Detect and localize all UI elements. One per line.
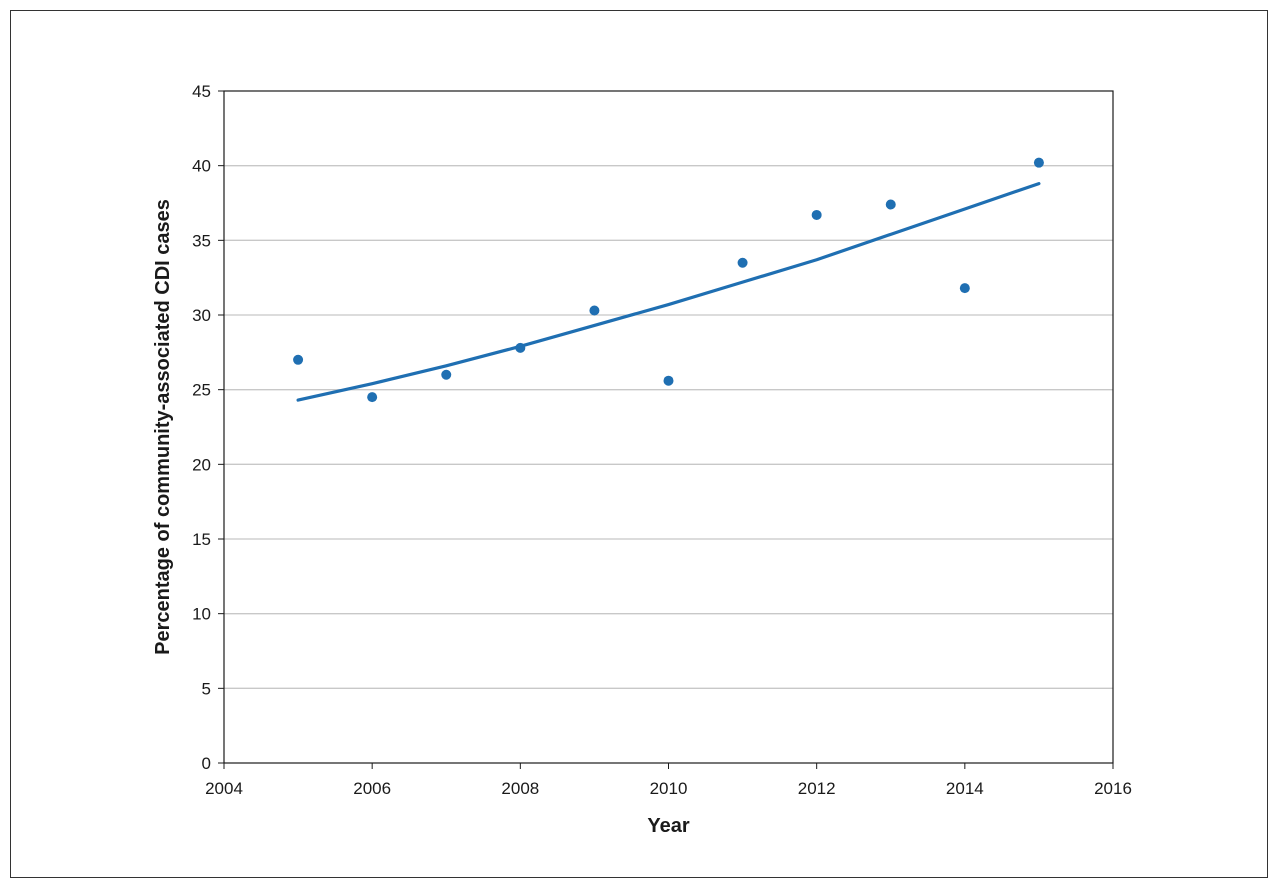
data-point: [293, 354, 304, 365]
gridlines: [224, 165, 1113, 689]
x-tick-label: 2008: [501, 779, 539, 798]
x-tick-label: 2016: [1094, 779, 1132, 798]
y-tick-label: 45: [192, 82, 211, 101]
plot-area-border: [223, 90, 1114, 764]
y-tick-label: 5: [202, 679, 211, 698]
data-marks: [293, 157, 1044, 403]
data-point: [959, 283, 970, 294]
data-point: [367, 392, 378, 403]
y-tick-label: 25: [192, 381, 211, 400]
x-axis-title: Year: [647, 815, 689, 837]
data-point: [515, 342, 526, 353]
y-tick-label: 30: [192, 306, 211, 325]
y-tick-label: 0: [202, 754, 211, 773]
data-point: [441, 369, 452, 380]
y-axis-title: Percentage of community-associated CDI c…: [152, 199, 174, 655]
data-point: [885, 199, 896, 210]
trend-line: [296, 181, 1041, 402]
x-tick-label: 2006: [353, 779, 391, 798]
data-point: [737, 257, 748, 268]
x-tick-label: 2012: [798, 779, 836, 798]
y-tick-label: 15: [192, 530, 211, 549]
x-tick-label: 2004: [205, 779, 243, 798]
y-tick-label: 40: [192, 157, 211, 176]
y-tick-label: 35: [192, 231, 211, 250]
data-point: [589, 305, 600, 316]
chart-frame: [10, 10, 1268, 878]
x-tick-label: 2010: [650, 779, 688, 798]
y-tick-label: 20: [192, 455, 211, 474]
data-point: [1033, 157, 1044, 168]
axis-ticks: 0 5 10 15 20 25 30 35 40 45 2004 2006 2008 2010 2012 20…: [192, 82, 1132, 798]
y-tick-label: 10: [192, 605, 211, 624]
x-tick-label: 2014: [946, 779, 984, 798]
data-point: [811, 209, 822, 220]
data-point: [663, 375, 674, 386]
